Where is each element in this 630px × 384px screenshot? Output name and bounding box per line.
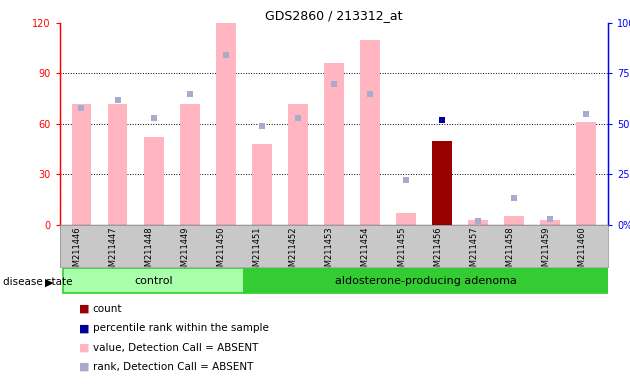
Text: percentile rank within the sample: percentile rank within the sample [93,323,268,333]
Bar [396,213,416,225]
Text: GSM211453: GSM211453 [325,227,334,277]
Bar [144,137,164,225]
Text: aldosterone-producing adenoma: aldosterone-producing adenoma [335,276,517,286]
Text: GSM211446: GSM211446 [72,227,81,277]
Text: control: control [134,276,173,286]
Bar [432,141,452,225]
Text: GSM211456: GSM211456 [433,227,442,277]
Bar [432,141,452,225]
Text: GSM211454: GSM211454 [361,227,370,277]
Bar [72,104,91,225]
Text: GSM211459: GSM211459 [541,227,550,277]
Text: GSM211448: GSM211448 [145,227,154,277]
Bar [468,220,488,225]
Text: GSM211457: GSM211457 [469,227,478,277]
Bar [541,220,560,225]
Text: GSM211455: GSM211455 [397,227,406,277]
Text: GSM211450: GSM211450 [217,227,226,277]
Bar [252,144,272,225]
Text: GSM211451: GSM211451 [253,227,262,277]
Bar [64,268,244,293]
Bar [324,63,344,225]
Text: ■: ■ [79,343,89,353]
Text: rank, Detection Call = ABSENT: rank, Detection Call = ABSENT [93,362,253,372]
Title: GDS2860 / 213312_at: GDS2860 / 213312_at [265,9,403,22]
Text: ■: ■ [79,323,89,333]
Bar [504,216,524,225]
Text: disease state: disease state [3,277,72,287]
Text: ■: ■ [79,362,89,372]
Bar [360,40,380,225]
Text: ▶: ▶ [45,277,54,287]
Text: GSM211452: GSM211452 [289,227,298,277]
Bar [288,104,308,225]
Bar [216,23,236,225]
Bar [576,122,596,225]
Text: GSM211447: GSM211447 [108,227,118,277]
Text: GSM211449: GSM211449 [181,227,190,277]
Text: GSM211458: GSM211458 [505,227,514,277]
Bar [180,104,200,225]
Bar [108,104,127,225]
Text: value, Detection Call = ABSENT: value, Detection Call = ABSENT [93,343,258,353]
Bar [244,268,608,293]
Text: GSM211460: GSM211460 [577,227,587,277]
Text: ■: ■ [79,304,89,314]
Text: count: count [93,304,122,314]
